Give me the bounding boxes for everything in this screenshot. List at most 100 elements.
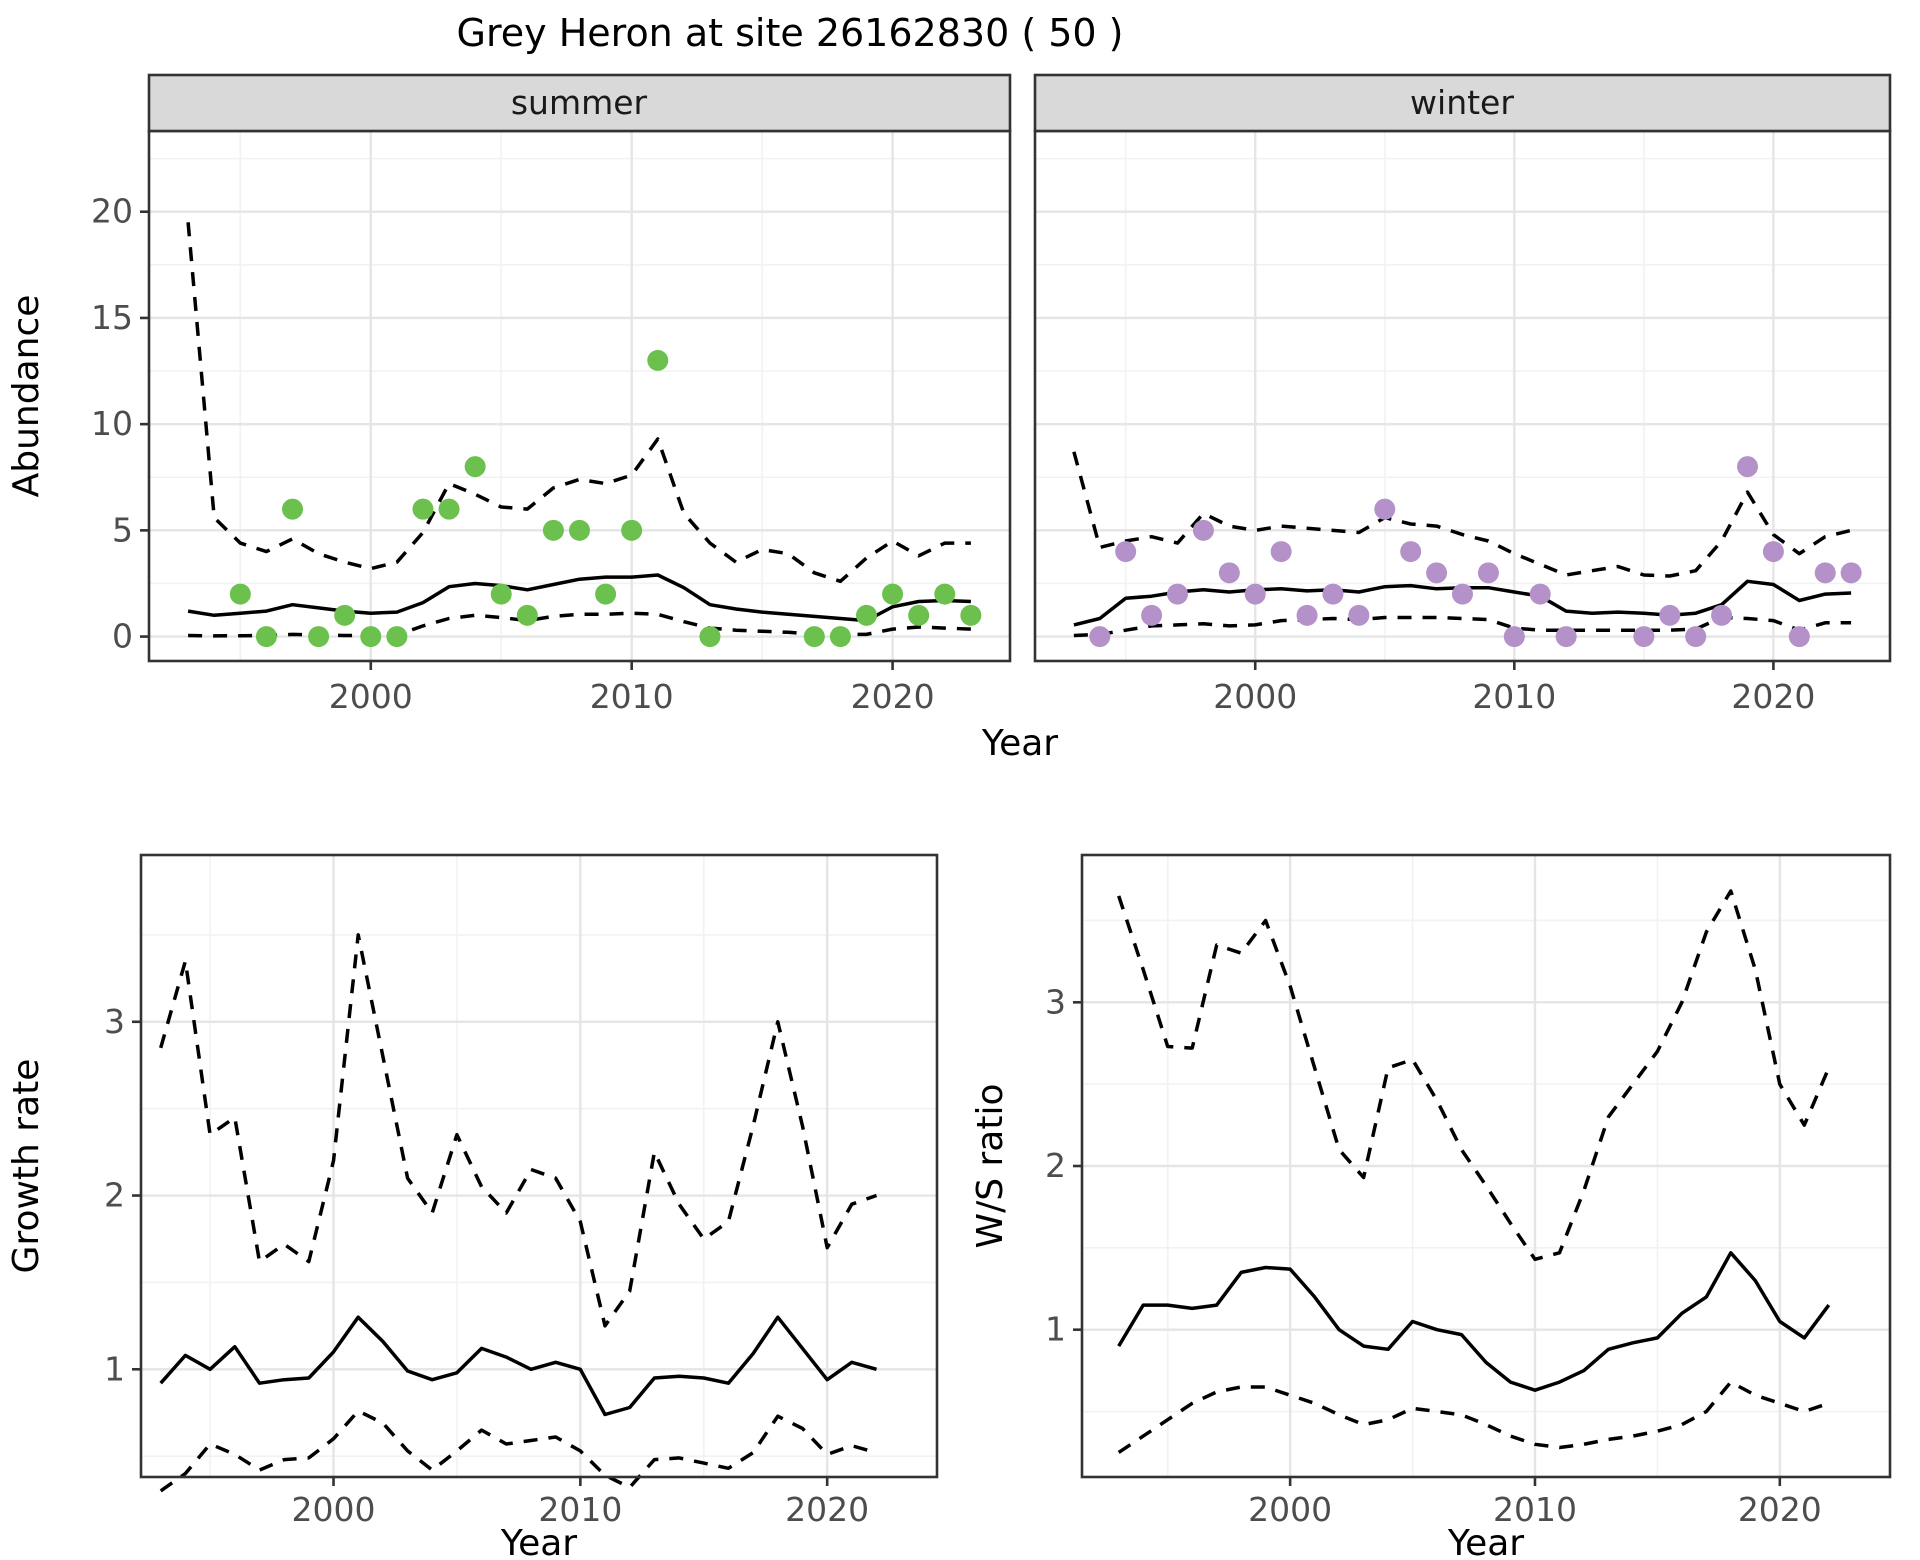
data-point-observations [882,583,904,605]
data-point-observations [1840,562,1862,584]
panel-growth-rate: 2000 2010 2020 1 2 3 [104,853,939,1529]
x-tick-label: 2000 [1213,677,1297,716]
y-tick-label: 3 [104,1002,125,1041]
data-point-observations [934,583,956,605]
data-point-observations [1322,583,1344,605]
x-tick-label: 2010 [538,1490,622,1529]
data-point-observations [438,498,460,520]
data-point-observations [1192,519,1214,541]
y-tick-label: 3 [1045,982,1066,1021]
y-tick-label: 2 [1045,1146,1066,1185]
x-tick-label: 2020 [785,1490,869,1529]
top-x-axis-title: Year [981,723,1058,764]
facet-strip [1033,73,1892,133]
data-point-observations [1711,604,1733,626]
data-point-observations [1762,541,1784,563]
growth-rate-y-axis-title: Growth rate [6,1059,47,1274]
panel-background [1035,131,1890,661]
y-tick-label: 1 [1045,1310,1066,1349]
figure-title: Grey Heron at site 26162830 ( 50 ) [457,11,1124,55]
data-point-observations [699,626,721,648]
y-tick-label: 1 [104,1349,125,1388]
panel-background [141,855,937,1477]
data-point-observations [908,604,930,626]
data-point-observations [282,498,303,520]
x-tick-label: 2000 [292,1490,376,1529]
data-point-observations [1555,626,1577,648]
y-tick-label: 5 [112,510,133,549]
data-point-observations [516,604,538,626]
y-tick-label: 2 [104,1176,125,1215]
data-point-observations [1270,541,1292,563]
x-tick-label: 2000 [329,677,413,716]
data-point-observations [255,626,277,648]
data-point-observations [1477,562,1499,584]
data-point-observations [621,519,643,541]
data-point-observations [1452,583,1473,605]
data-point-observations [386,626,408,648]
panel-abundance-winter: 2000 2010 2020 [1033,73,1892,716]
x-tick-label: 2000 [1248,1490,1332,1529]
data-point-observations [1296,604,1318,626]
panel-border [139,853,939,1479]
data-point-observations [1374,498,1396,520]
panel-background [149,131,1010,661]
data-point-observations [360,626,382,648]
x-tick-label: 2020 [1731,677,1815,716]
panel-ws-ratio: 2000 2010 2020 1 2 3 [1045,853,1892,1529]
panel-abundance-summer: 2000 2010 2020 0 5 10 15 20 [91,73,1012,716]
series-line-upper-ci [1117,889,1831,1262]
data-point-observations [1218,562,1240,584]
facet-strip-label-summer: summer [511,83,648,122]
x-tick-label: 2020 [1738,1490,1822,1529]
data-point-observations [1141,604,1163,626]
data-point-observations [595,583,617,605]
data-point-observations [803,626,825,648]
x-tick-label: 2010 [1472,677,1556,716]
data-point-observations [464,456,486,478]
y-tick-label: 10 [91,404,133,443]
series-line-fitted [187,573,971,623]
data-point-observations [1503,626,1525,648]
data-point-observations [1244,583,1266,605]
y-tick-label: 15 [91,298,133,337]
facet-strip [147,73,1012,133]
data-point-observations [1167,583,1188,605]
data-point-observations [569,519,590,541]
y-tick-label: 0 [112,617,133,656]
data-point-observations [542,519,564,541]
abundance-y-axis-title: Abundance [6,295,47,498]
series-line-upper-ci [186,222,971,584]
data-point-observations [412,498,434,520]
x-tick-label: 2020 [851,677,935,716]
data-point-observations [1089,626,1111,648]
ws-ratio-x-axis-title: Year [1447,1523,1524,1560]
data-point-observations [1115,541,1137,563]
data-point-observations [1737,456,1758,478]
data-point-observations [1633,626,1655,648]
series-line-lower-ci [1117,1380,1830,1454]
data-point-observations [856,604,877,626]
data-point-observations [229,583,251,605]
data-point-observations [308,626,330,648]
ws-ratio-y-axis-title: W/S ratio [970,1083,1011,1248]
data-point-observations [1814,562,1836,584]
data-point-observations [960,604,982,626]
data-point-observations [1348,604,1370,626]
data-point-observations [1788,626,1810,648]
data-point-observations [1400,541,1422,563]
series-line-upper-ci [1072,451,1852,578]
facet-strip-label-winter: winter [1410,83,1514,122]
x-tick-label: 2010 [590,677,674,716]
data-point-observations [829,626,851,648]
growth-rate-x-axis-title: Year [500,1523,577,1560]
series-line-upper-ci [159,933,878,1328]
data-point-observations [1685,626,1707,648]
data-point-observations [1659,604,1681,626]
data-point-observations [334,604,356,626]
y-tick-label: 20 [91,192,133,231]
data-point-observations [1426,562,1448,584]
series-line-fitted [159,1315,877,1417]
chart-panels: 2000 2010 2020 0 5 10 15 20 2000 2010 2020 2000 2010… [91,73,1892,1529]
